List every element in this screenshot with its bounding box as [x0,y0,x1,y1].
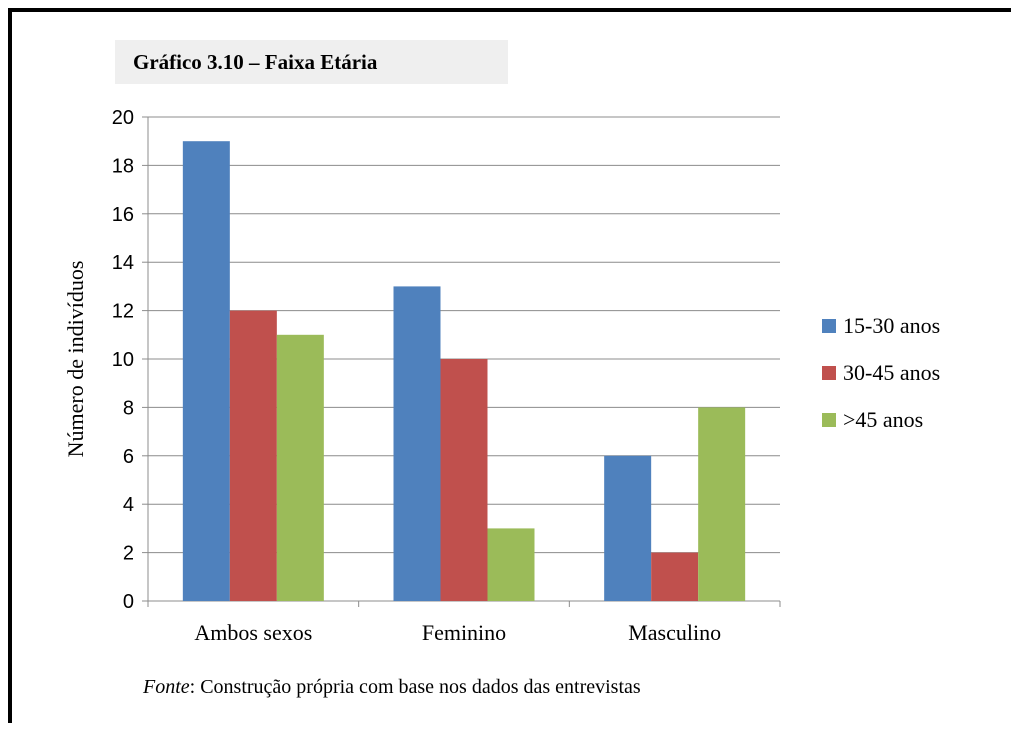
bar [698,407,746,601]
x-tick-label: Feminino [422,620,506,645]
legend-label: >45 anos [843,407,923,432]
bar [440,359,488,601]
y-tick-label: 8 [123,397,134,419]
source-text: : Construção própria com base nos dados … [189,676,641,698]
legend-label: 30-45 anos [843,360,940,385]
y-tick-label: 20 [112,107,134,129]
y-tick-label: 18 [112,155,134,177]
y-tick-label: 14 [112,252,134,274]
source-note: Fonte: Construção própria com base nos d… [143,676,641,699]
y-axis-label: Número de indivíduos [63,261,88,458]
bar [229,310,277,601]
y-tick-label: 10 [112,349,134,371]
x-tick-label: Masculino [628,620,721,645]
bar [276,334,324,601]
legend-swatch [822,413,836,427]
source-label: Fonte [143,676,190,698]
bar [393,286,441,601]
bar [651,552,699,601]
y-tick-label: 12 [112,301,134,323]
bar [604,455,652,601]
legend-swatch [822,319,836,333]
chart-title: Gráfico 3.10 – Faixa Etária [115,40,508,84]
y-tick-label: 0 [123,591,134,613]
legend-label: 15-30 anos [843,313,940,338]
x-tick-label: Ambos sexos [194,620,312,645]
bar [182,141,230,601]
y-tick-label: 4 [123,494,134,516]
legend-swatch [822,366,836,380]
bar [487,528,535,601]
y-tick-label: 6 [123,446,134,468]
y-tick-label: 16 [112,204,134,226]
chart-frame [8,8,1011,723]
y-tick-label: 2 [123,543,134,565]
